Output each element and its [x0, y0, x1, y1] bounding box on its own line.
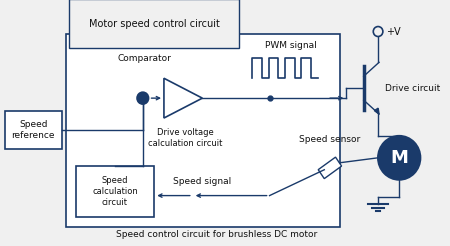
Text: M: M: [390, 149, 408, 167]
Polygon shape: [374, 108, 379, 114]
Circle shape: [137, 92, 148, 104]
Text: Speed
calculation
circuit: Speed calculation circuit: [92, 176, 138, 207]
Text: Drive voltage
calculation circuit: Drive voltage calculation circuit: [148, 128, 222, 148]
Circle shape: [378, 136, 420, 180]
Bar: [318, 157, 342, 179]
Text: Drive circuit: Drive circuit: [385, 84, 440, 93]
Bar: [76, 166, 154, 217]
Text: Speed control circuit for brushless DC motor: Speed control circuit for brushless DC m…: [116, 230, 317, 239]
Bar: [4, 111, 62, 149]
Polygon shape: [164, 78, 202, 118]
Text: Speed signal: Speed signal: [173, 177, 231, 186]
Text: +V: +V: [386, 27, 400, 36]
Bar: [66, 33, 340, 227]
Circle shape: [373, 27, 383, 36]
Text: Motor speed control circuit: Motor speed control circuit: [89, 18, 220, 29]
Text: PWM signal: PWM signal: [265, 42, 316, 50]
Text: Speed
reference: Speed reference: [12, 120, 55, 140]
Text: Speed sensor: Speed sensor: [299, 135, 361, 144]
Text: Comparator: Comparator: [118, 54, 171, 63]
